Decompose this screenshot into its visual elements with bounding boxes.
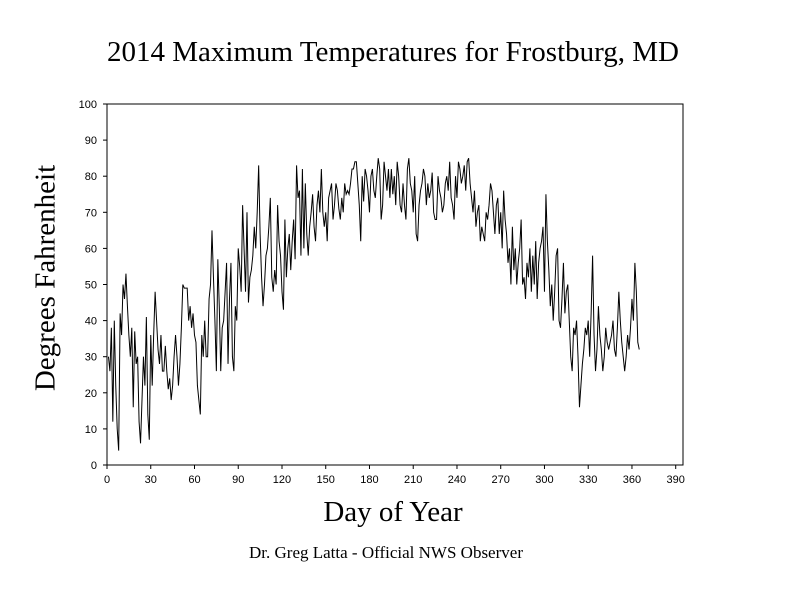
x-axis: 0 30 60 90 120 150 180 210 240 270 300 330 360 390 bbox=[104, 465, 685, 486]
x-tick-label: 270 bbox=[492, 474, 510, 486]
y-tick-label: 0 bbox=[91, 460, 97, 472]
y-axis-label: Degrees Fahrenheit bbox=[29, 164, 62, 392]
x-tick-label: 240 bbox=[448, 474, 466, 486]
x-tick-label: 180 bbox=[360, 474, 378, 486]
x-tick-label: 390 bbox=[667, 474, 685, 486]
x-tick-label: 360 bbox=[623, 474, 641, 486]
x-tick-label: 60 bbox=[188, 474, 200, 486]
y-tick-label: 40 bbox=[85, 316, 97, 328]
y-tick-label: 50 bbox=[85, 280, 97, 292]
chart-title: 2014 Maximum Temperatures for Frostburg,… bbox=[107, 36, 679, 68]
plot-frame bbox=[106, 103, 684, 466]
x-tick-label: 300 bbox=[535, 474, 553, 486]
x-tick-label: 120 bbox=[273, 474, 291, 486]
x-tick-label: 90 bbox=[232, 474, 244, 486]
y-tick-label: 100 bbox=[79, 99, 97, 111]
y-tick-label: 10 bbox=[85, 424, 97, 436]
x-tick-label: 30 bbox=[145, 474, 157, 486]
x-tick-label: 150 bbox=[317, 474, 335, 486]
observer-credit: Dr. Greg Latta - Official NWS Observer bbox=[249, 543, 523, 562]
y-tick-label: 80 bbox=[85, 171, 97, 183]
y-tick-label: 30 bbox=[85, 352, 97, 364]
series-line bbox=[107, 157, 640, 451]
x-tick-label: 0 bbox=[104, 474, 110, 486]
y-axis: 0 10 20 30 40 50 60 70 80 90 100 bbox=[79, 99, 107, 472]
x-axis-label: Day of Year bbox=[323, 496, 463, 528]
y-tick-label: 70 bbox=[85, 207, 97, 219]
y-tick-label: 90 bbox=[85, 135, 97, 147]
x-tick-label: 210 bbox=[404, 474, 422, 486]
y-tick-label: 20 bbox=[85, 388, 97, 400]
y-tick-label: 60 bbox=[85, 243, 97, 255]
x-tick-label: 330 bbox=[579, 474, 597, 486]
